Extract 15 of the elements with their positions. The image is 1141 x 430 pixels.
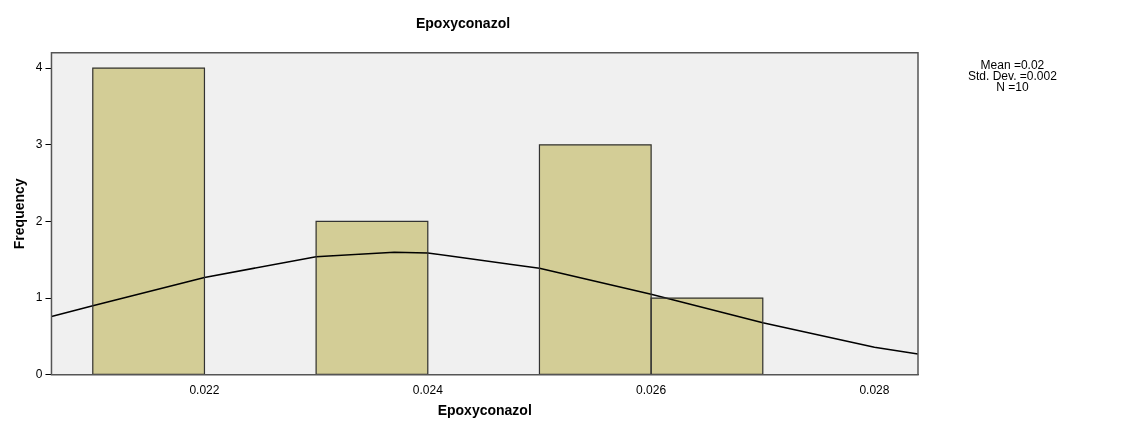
text: Std. Dev. =0.002 (968, 69, 1057, 83)
x-tick-label: 0.028 (859, 383, 890, 398)
y-tick-label: 0 (35, 367, 43, 382)
x-tick-label: 0.026 (636, 383, 667, 398)
y-tick-label: 4 (35, 60, 43, 75)
text: Mean =0.02 (980, 58, 1045, 72)
text: N =10 (995, 80, 1030, 94)
y-tick-label: 1 (35, 290, 43, 305)
x-axis-title: Epoxyconazol (437, 402, 532, 419)
chart-title: Epoxyconazol (415, 15, 511, 32)
y-tick-label: 2 (35, 213, 43, 228)
x-tick-label: 0.024 (412, 383, 444, 398)
y-tick-label: 3 (35, 137, 43, 152)
x-tick-label: 0.022 (189, 383, 220, 398)
y-axis-title: Frequency (11, 178, 28, 250)
